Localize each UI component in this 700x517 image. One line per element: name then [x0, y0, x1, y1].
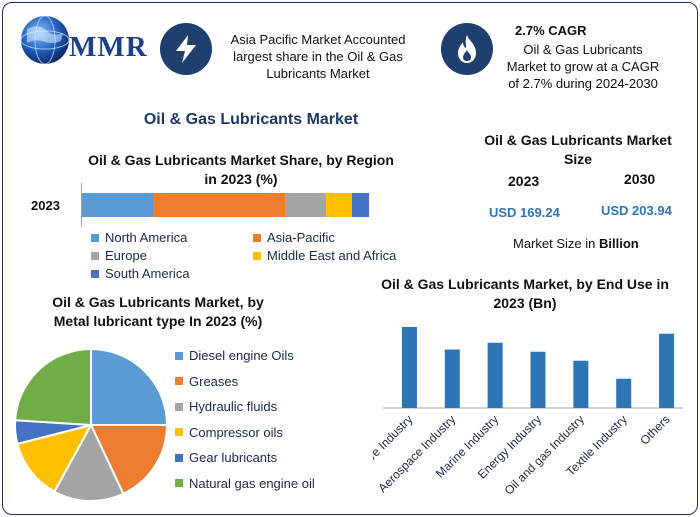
enduse-bar-textile-industry — [616, 378, 632, 408]
pie-legend-item-gear-lubricants: Gear lubricants — [175, 450, 277, 465]
enduse-bar-oil-and-gas-industry — [573, 360, 589, 408]
legend-swatch — [175, 377, 183, 385]
pie-legend-item-compressor-oils: Compressor oils — [175, 425, 283, 440]
legend-swatch — [175, 479, 183, 487]
card1-icon-circle — [160, 23, 212, 75]
pie-slice-greases — [89, 424, 169, 496]
legend-swatch — [91, 233, 99, 242]
flame-icon — [458, 35, 476, 63]
region-bar-segment-south-america — [351, 193, 369, 217]
legend-swatch — [175, 428, 183, 436]
enduse-bar-energy-industry — [530, 351, 546, 408]
pie-chart-title: Oil & Gas Lubricants Market, by Metal lu… — [52, 294, 264, 329]
globe-logo-icon — [20, 15, 70, 65]
card2-text: Oil & Gas Lubricants Market to grow at a… — [506, 42, 660, 91]
enduse-chart-title: Oil & Gas Lubricants Market, by End Use … — [381, 276, 669, 311]
region-bar-segment-north-america — [81, 193, 153, 217]
market-size-year-2023: 2023 — [508, 173, 540, 189]
legend-label: Asia-Pacific — [267, 230, 335, 245]
region-bar-axis — [81, 183, 82, 227]
enduse-tick-label-aerospace-industry: Aerospace Industry — [375, 412, 458, 495]
market-size-title: Oil & Gas Lubricants Market Size — [484, 132, 672, 167]
market-size-value-2030: USD 203.94 — [601, 203, 672, 218]
legend-label: Europe — [105, 248, 147, 263]
legend-label: Natural gas engine oil — [189, 475, 315, 491]
enduse-bar-aerospace-industry — [444, 349, 460, 408]
region-legend-item-middle-east-and-africa: Middle East and Africa — [253, 248, 396, 263]
region-bar-segment-europe — [285, 193, 326, 217]
market-size-value-2023: USD 169.24 — [489, 205, 560, 220]
market-size-note-unit: Billion — [598, 236, 639, 251]
region-chart-category: 2023 — [31, 198, 60, 213]
enduse-tick-label-oil-and-gas-industry: Oil and gas Industry — [502, 412, 587, 497]
legend-label: Hydraulic fluids — [189, 399, 278, 414]
legend-swatch — [91, 269, 99, 278]
logo-text: MMR — [69, 31, 148, 63]
pie-slice-diesel-engine-oils — [90, 347, 169, 426]
region-bar-segment-asia-pacific — [153, 193, 286, 217]
legend-label: North America — [105, 230, 188, 245]
enduse-bar-others — [659, 333, 675, 408]
enduse-tick-label-others: Others — [637, 412, 672, 447]
legend-label: Middle East and Africa — [267, 248, 397, 263]
card2-icon-circle — [441, 23, 493, 75]
lightning-icon — [176, 35, 196, 63]
legend-swatch — [253, 251, 261, 260]
legend-swatch — [175, 453, 183, 462]
region-legend: North America Asia-Pacific Europe Middle Ea… — [91, 230, 411, 286]
market-size-year-2030: 2030 — [624, 171, 656, 187]
enduse-bar-marine-industry — [487, 342, 503, 408]
enduse-bar-automotive-industry — [401, 327, 417, 408]
pie-legend: Diesel engine Oils Greases Hydraulic fluid… — [175, 348, 355, 508]
region-stacked-bar — [81, 193, 369, 217]
region-chart-title: Oil & Gas Lubricants Market Share, by Re… — [88, 152, 394, 187]
region-bar-segment-middle-east-and-africa — [325, 193, 352, 217]
card2-title: 2.7% CAGR — [515, 23, 587, 38]
pie-legend-item-diesel-engine-oils: Diesel engine Oils — [175, 348, 294, 363]
pie-legend-item-hydraulic-fluids: Hydraulic fluids — [175, 399, 277, 414]
region-legend-item-europe: Europe — [91, 248, 147, 263]
pie-slice-compressor-oils — [16, 423, 93, 493]
page-title: Oil & Gas Lubricants Market — [143, 111, 359, 128]
logo: MMR — [17, 11, 157, 71]
region-legend-item-south-america: South America — [91, 266, 190, 281]
card1-text: Asia Pacific Market Accounted largest sh… — [230, 32, 406, 81]
pie-slice-hydraulic-fluids — [53, 422, 125, 502]
pie-legend-item-natural-gas-engine-oil: Natural gas engine oil — [175, 476, 315, 491]
market-size-note-prefix: Market Size in — [513, 236, 599, 251]
pie-slice-natural-gas-engine-oil — [14, 347, 92, 427]
legend-label: Diesel engine Oils — [189, 348, 294, 363]
pie-chart — [14, 347, 169, 502]
legend-label: Compressor oils — [189, 424, 283, 440]
pie-legend-item-greases: Greases — [175, 374, 238, 389]
legend-label: Greases — [189, 373, 239, 389]
legend-swatch — [253, 233, 261, 242]
region-legend-item-asia-pacific: Asia-Pacific — [253, 230, 335, 245]
region-legend-item-north-america: North America — [91, 230, 187, 245]
legend-label: Gear lubricants — [189, 450, 278, 465]
legend-swatch — [175, 402, 183, 411]
legend-label: South America — [105, 266, 190, 281]
legend-swatch — [175, 351, 183, 360]
market-size-note: Market Size in Billion — [513, 236, 639, 251]
legend-swatch — [91, 251, 99, 260]
